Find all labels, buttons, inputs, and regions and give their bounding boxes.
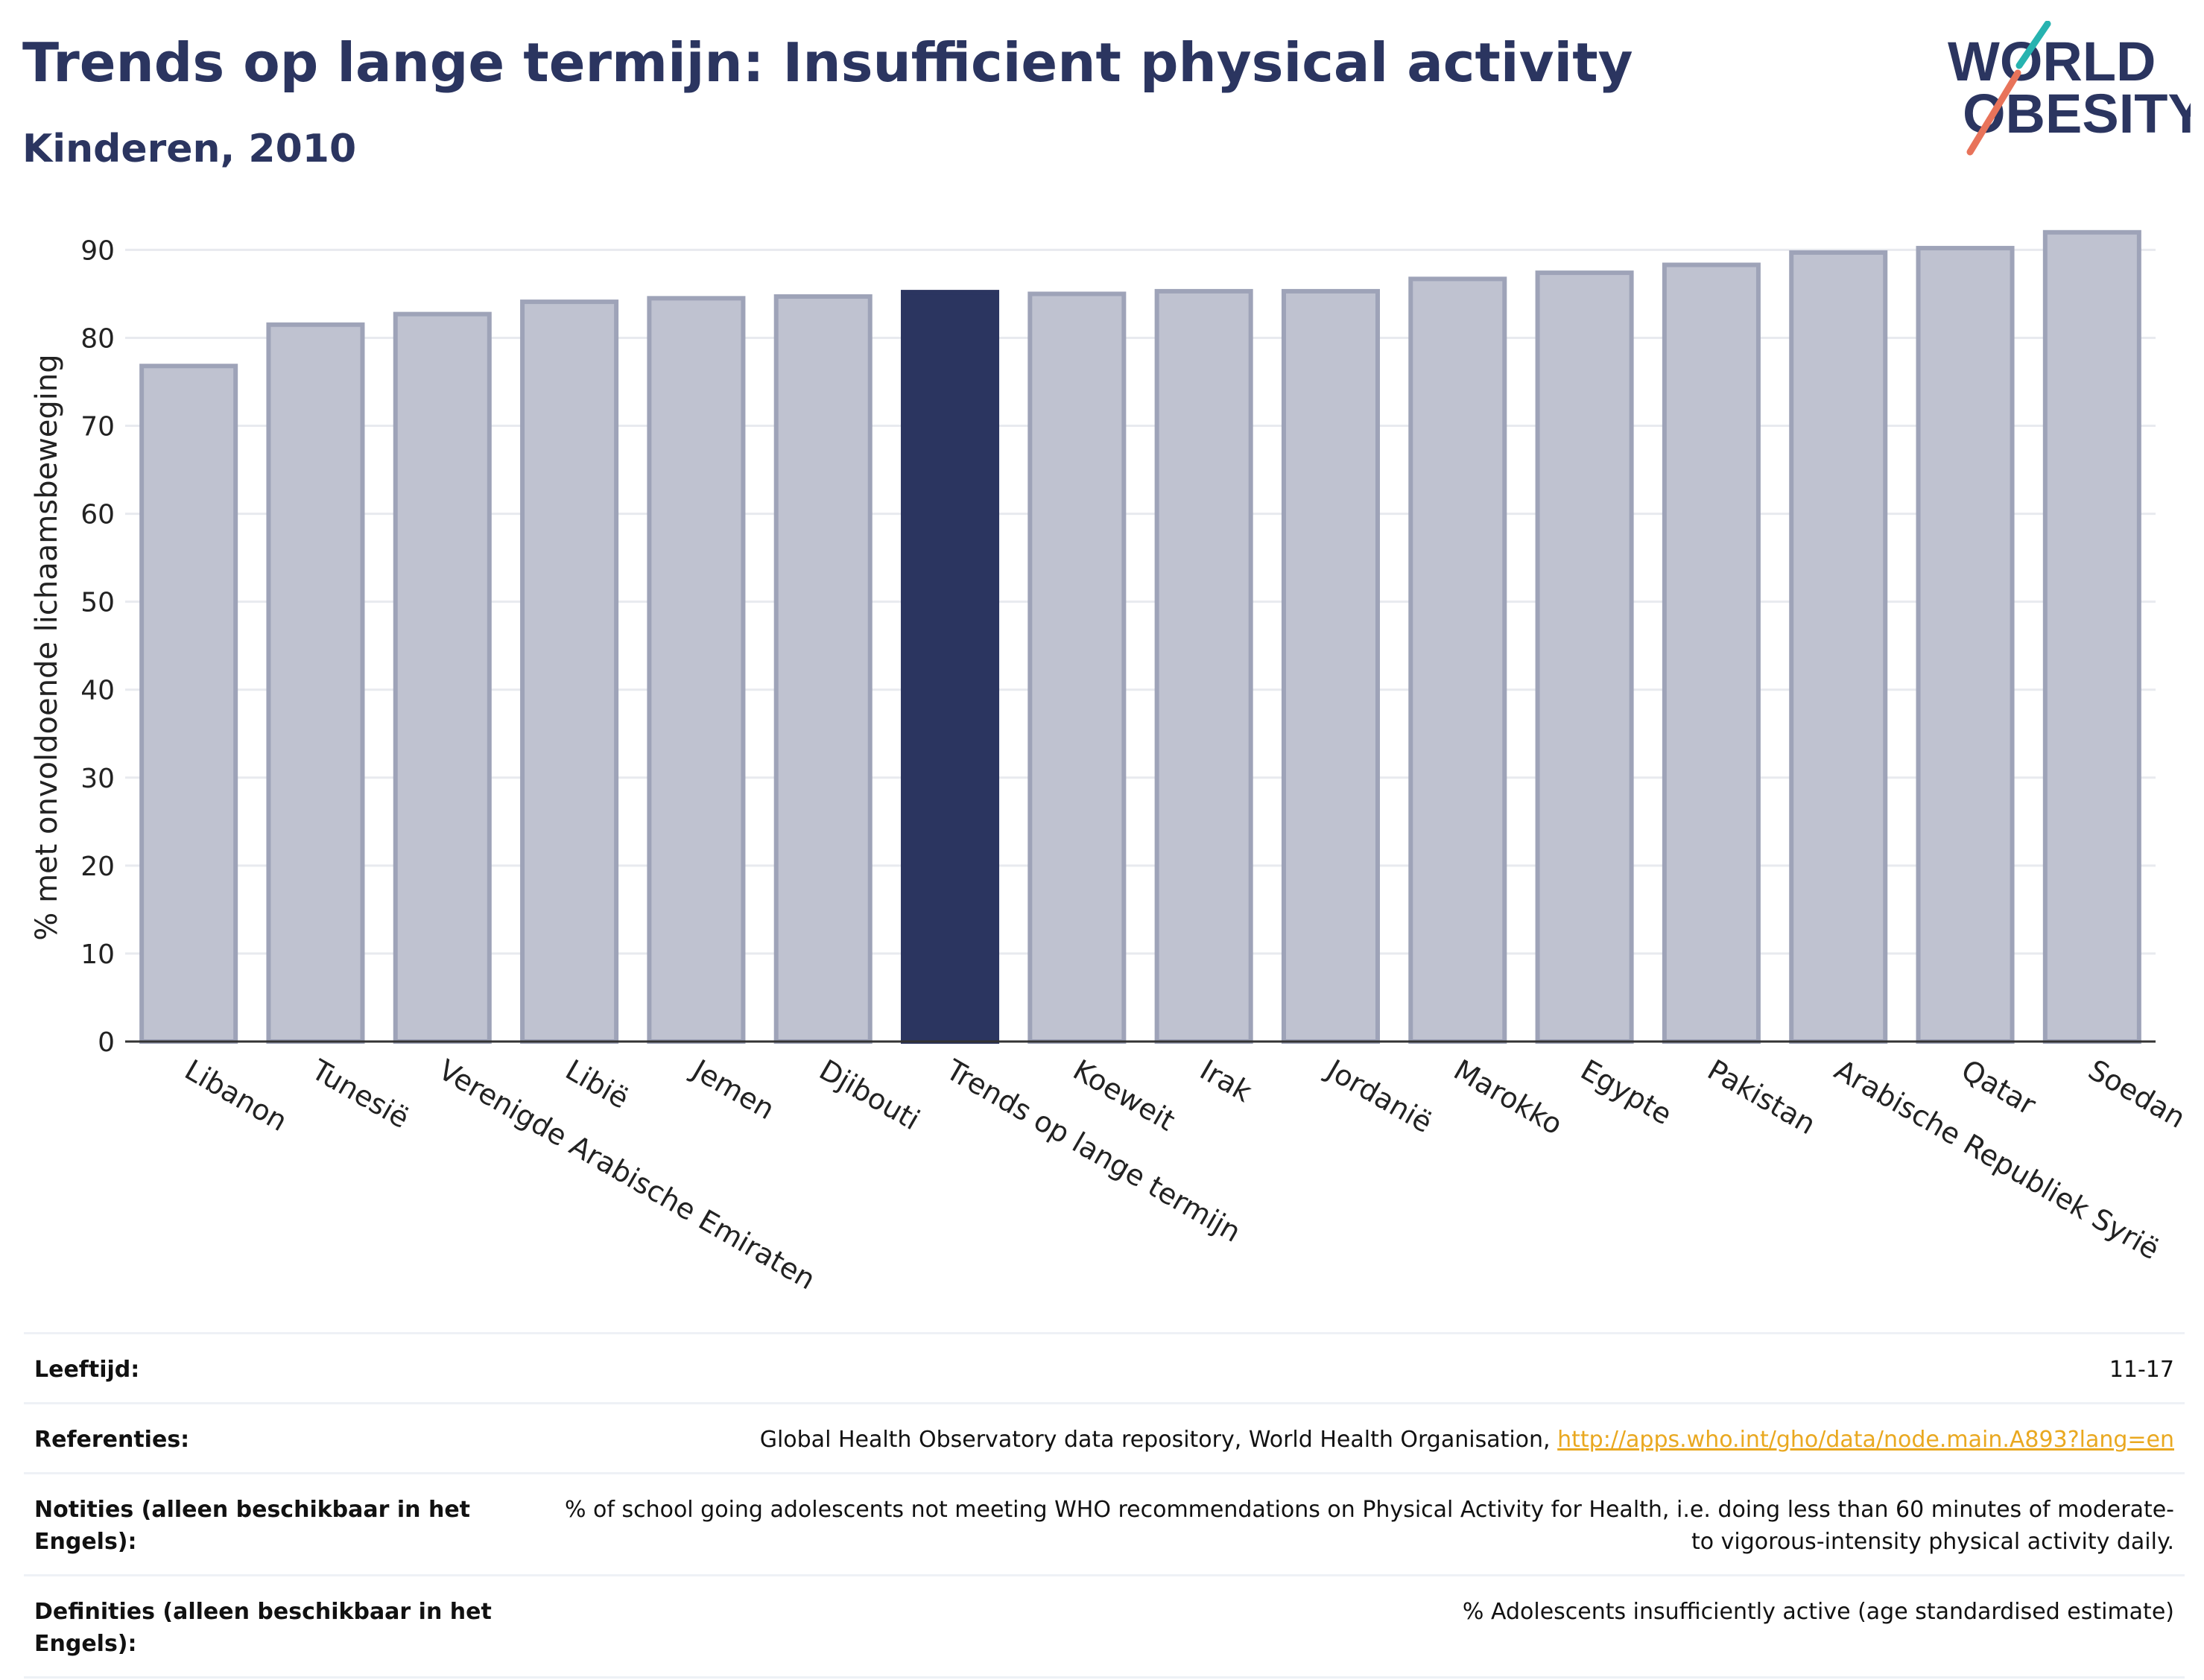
x-tick-label: Egypte — [1575, 1053, 1677, 1132]
logo-line-1: WORLD — [1948, 31, 2156, 92]
bar — [393, 311, 492, 1044]
x-tick-labels: Libanon Tunesië Verenigde Arabische Emirat… — [180, 1053, 2191, 1296]
note-row-notes: Notities (alleen beschikbaar in het Enge… — [24, 1474, 2185, 1576]
bar — [647, 296, 746, 1044]
world-obesity-logo: WORLD OBESITY — [1948, 21, 2191, 156]
x-tick-label: Jordanië — [1320, 1053, 1438, 1140]
y-tick-label: 40 — [80, 676, 115, 706]
definitions-label: Definities (alleen beschikbaar in het En… — [34, 1599, 492, 1657]
y-tick-labels: 0 10 20 30 40 50 60 70 80 90 — [80, 235, 115, 1058]
y-tick-label: 50 — [80, 588, 115, 618]
y-tick-label: 0 — [98, 1027, 115, 1058]
note-row-age: Leeftijd: 11-17 — [24, 1334, 2185, 1404]
bar — [1535, 270, 1634, 1045]
bar-chart: 0 10 20 30 40 50 60 70 80 90 Libanon Tunesië Vereni… — [30, 229, 2191, 1296]
y-tick-label: 70 — [80, 412, 115, 443]
note-row-definitions: Definities (alleen beschikbaar in het En… — [24, 1576, 2185, 1679]
references-link[interactable]: http://apps.who.int/gho/data/node.main.A… — [1557, 1427, 2174, 1453]
x-tick-label: Marokko — [1448, 1053, 1568, 1141]
references-value: Global Health Observatory data repositor… — [511, 1424, 2174, 1456]
x-tick-label: Qatar — [1956, 1053, 2042, 1122]
bar — [2042, 229, 2141, 1045]
y-tick-label: 90 — [80, 235, 115, 266]
y-tick-label: 20 — [80, 852, 115, 882]
y-tick-label: 30 — [80, 764, 115, 794]
x-tick-label: Tunesië — [305, 1053, 414, 1135]
x-tick-label: Irak — [1194, 1053, 1257, 1109]
note-row-references: Referenties: Global Health Observatory d… — [24, 1404, 2185, 1474]
y-tick-label: 80 — [80, 323, 115, 354]
age-value: 11-17 — [2109, 1357, 2174, 1383]
bar — [1662, 262, 1761, 1044]
logo-line-2: OBESITY — [1963, 83, 2191, 145]
bar — [773, 294, 873, 1045]
bar — [1281, 288, 1380, 1044]
x-tick-label: Libanon — [180, 1053, 293, 1138]
bar — [1027, 291, 1127, 1044]
bar — [1916, 246, 2015, 1044]
bar — [1789, 250, 1888, 1044]
chart-title: Trends op lange termijn: Insufficient ph… — [22, 31, 1633, 94]
bar — [901, 290, 1000, 1044]
notes-table: Leeftijd: 11-17 Referenties: Global Heal… — [24, 1332, 2185, 1679]
references-label: Referenties: — [34, 1427, 190, 1453]
logo-slash-coral — [1966, 69, 2021, 156]
bar — [1408, 276, 1507, 1045]
chart-subtitle: Kinderen, 2010 — [22, 127, 357, 171]
y-tick-label: 10 — [80, 939, 115, 970]
x-tick-label: Djibouti — [814, 1053, 925, 1137]
x-tick-label: Jemen — [685, 1053, 780, 1126]
x-tick-label: Soedan — [2083, 1053, 2191, 1135]
x-tick-label: Pakistan — [1702, 1053, 1821, 1141]
x-tick-label: Libië — [560, 1053, 635, 1115]
logo-slash-teal — [2015, 21, 2051, 69]
x-tick-label: Koeweit — [1068, 1053, 1181, 1138]
y-axis-label: % met onvoldoende lichaamsbeweging — [30, 354, 64, 940]
definitions-value: % Adolescents insufficiently active (age… — [1462, 1599, 2174, 1625]
bar — [266, 322, 365, 1045]
notes-value: % of school going adolescents not meetin… — [564, 1497, 2174, 1555]
bar — [520, 299, 619, 1045]
age-label: Leeftijd: — [34, 1357, 140, 1383]
notes-label: Notities (alleen beschikbaar in het Enge… — [34, 1497, 471, 1555]
bars — [139, 229, 2141, 1045]
references-text: Global Health Observatory data repositor… — [759, 1427, 1551, 1453]
bar — [1154, 288, 1253, 1044]
y-tick-label: 60 — [80, 500, 115, 530]
bar — [139, 364, 238, 1044]
